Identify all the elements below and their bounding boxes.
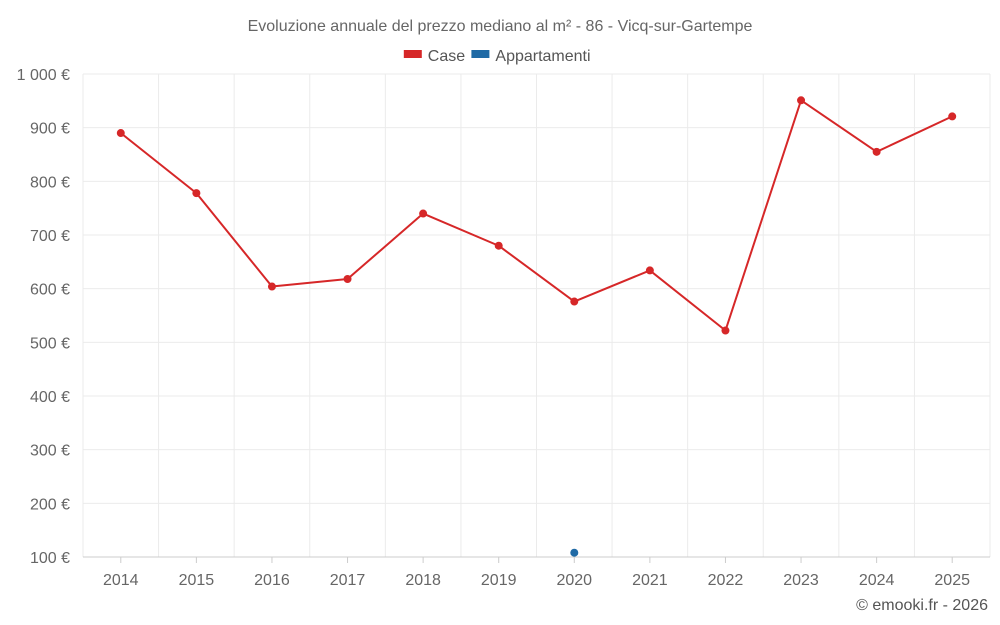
y-tick-label: 500 €: [30, 335, 70, 352]
x-tick-label: 2024: [859, 572, 895, 589]
series-line-case: [120, 99, 953, 332]
y-tick-label: 600 €: [30, 282, 70, 299]
legend: Case Appartamenti: [403, 48, 591, 65]
y-tick-label: 400 €: [30, 389, 70, 406]
data-point-case[interactable]: [494, 241, 503, 250]
x-tick-label: 2014: [103, 572, 139, 589]
legend-label: Appartamenti: [495, 48, 590, 65]
x-tick-label: 2025: [934, 572, 970, 589]
x-tick-label: 2017: [330, 572, 366, 589]
x-tick-label: 2016: [254, 572, 290, 589]
data-point-case[interactable]: [192, 189, 201, 198]
axes: 100 € 200 € 300 € 400 € 500 € 600 € 700 € 800 €…: [17, 67, 990, 589]
grid: [82, 73, 991, 557]
y-tick-label: 100 €: [30, 550, 70, 567]
x-tick-label: 2018: [405, 572, 441, 589]
y-tick-label: 900 €: [30, 121, 70, 138]
series: [116, 96, 957, 557]
credit-text: © emooki.fr - 2026: [856, 597, 988, 614]
chart-title: Evoluzione annuale del prezzo mediano al…: [248, 18, 753, 35]
data-point-appartamenti[interactable]: [570, 548, 579, 557]
x-tick-label: 2019: [481, 572, 517, 589]
y-tick-label: 700 €: [30, 228, 70, 245]
data-point-case[interactable]: [872, 147, 881, 156]
y-tick-label: 800 €: [30, 174, 70, 191]
data-point-case[interactable]: [267, 282, 276, 291]
x-tick-label: 2015: [179, 572, 215, 589]
y-tick-label: 300 €: [30, 443, 70, 460]
y-tick-label: 200 €: [30, 496, 70, 513]
legend-swatch: [471, 50, 490, 58]
legend-item-case[interactable]: Case: [403, 48, 465, 65]
legend-label: Case: [428, 48, 465, 65]
x-tick-label: 2021: [632, 572, 668, 589]
data-point-case[interactable]: [721, 326, 730, 335]
y-tick-label: 1 000 €: [17, 67, 70, 84]
x-tick-label: 2023: [783, 572, 819, 589]
data-point-case[interactable]: [948, 112, 957, 121]
x-tick-label: 2022: [708, 572, 744, 589]
data-point-case[interactable]: [419, 209, 428, 218]
data-point-case[interactable]: [343, 275, 352, 284]
data-point-case[interactable]: [116, 129, 125, 138]
data-point-case[interactable]: [797, 96, 806, 105]
legend-item-appartamenti[interactable]: Appartamenti: [471, 48, 591, 65]
legend-swatch: [403, 50, 422, 58]
data-point-case[interactable]: [645, 266, 654, 275]
data-point-case[interactable]: [570, 297, 579, 306]
x-tick-label: 2020: [556, 572, 592, 589]
